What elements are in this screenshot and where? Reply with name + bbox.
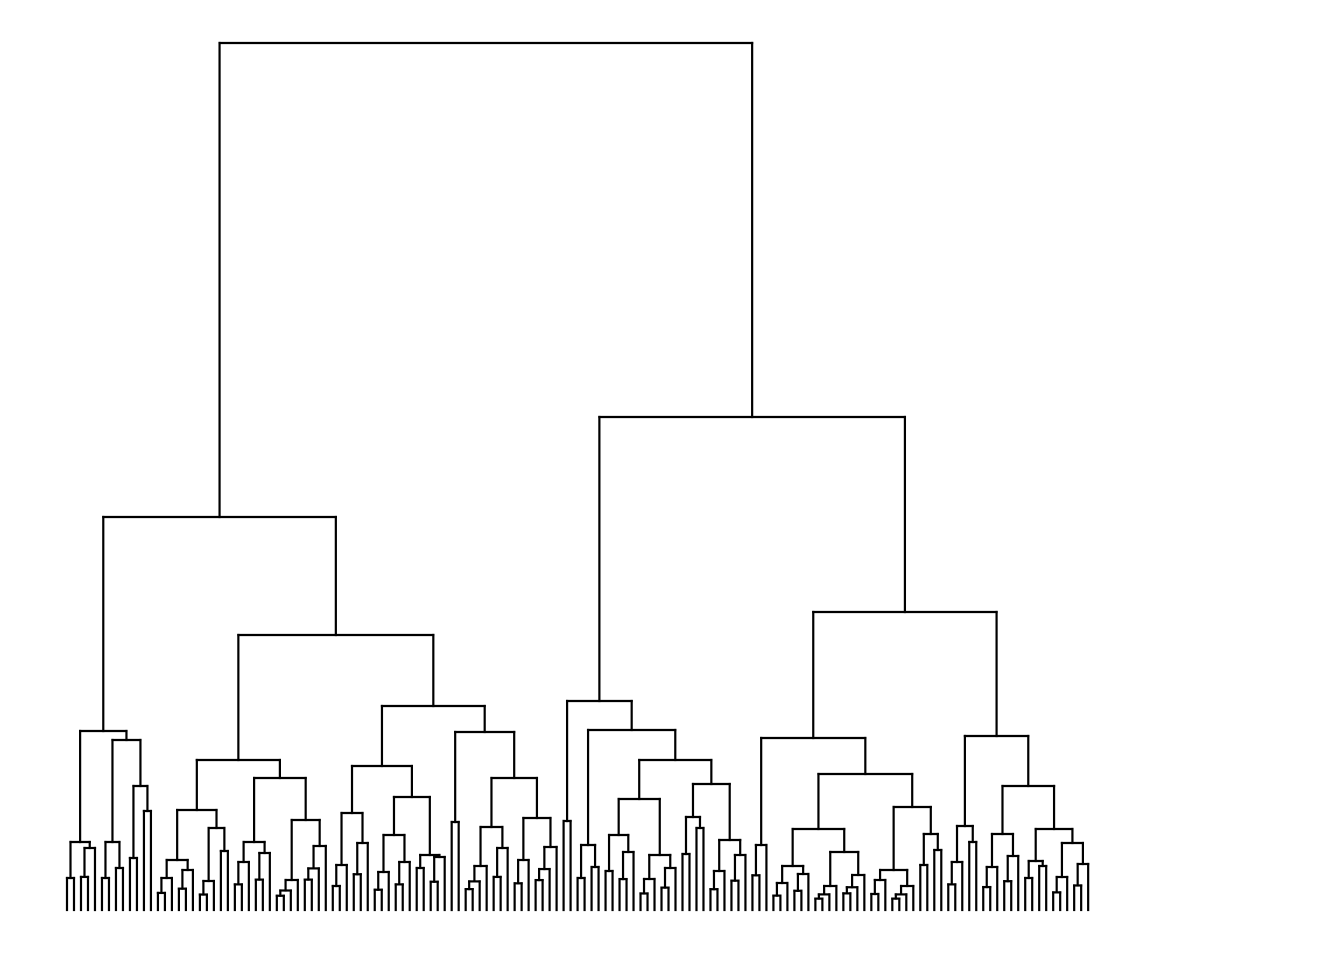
dendrogram-links xyxy=(65,41,1090,912)
